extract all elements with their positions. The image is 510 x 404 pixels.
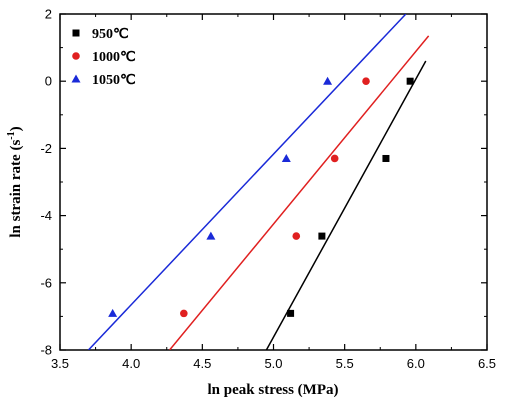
- y-tick-label: 2: [45, 7, 52, 22]
- data-point: [362, 77, 370, 85]
- y-tick-label: -6: [40, 275, 52, 290]
- x-axis-title: ln peak stress (MPa): [208, 382, 339, 398]
- data-point: [292, 232, 301, 240]
- fit-lines: [87, 14, 430, 350]
- legend-marker: [72, 29, 80, 37]
- data-point: [323, 76, 333, 85]
- x-tick-label: 4.0: [122, 356, 140, 371]
- data-point: [108, 308, 118, 317]
- data-point: [287, 309, 295, 317]
- y-axis-title-close: ): [8, 126, 24, 131]
- x-tick-label: 5.0: [264, 356, 282, 371]
- legend-marker: [72, 52, 80, 60]
- x-tick-label: 6.0: [407, 356, 425, 371]
- y-tick-label: -8: [40, 343, 52, 358]
- legend-label: 950℃: [92, 27, 129, 42]
- legend: 950℃ 1000℃ 1050℃: [71, 27, 136, 88]
- x-tick-label: 3.5: [51, 356, 69, 371]
- tick-labels: 3.5 4.0 4.5 5.0 5.5 6.0 6.5 -8 -6 -4 -2 0 2: [40, 7, 496, 372]
- y-tick-label: -4: [40, 208, 52, 223]
- y-tick-label: 0: [45, 74, 52, 89]
- fit-line: [265, 60, 427, 350]
- x-tick-label: 6.5: [478, 356, 496, 371]
- data-point: [180, 309, 188, 318]
- legend-label: 1000℃: [92, 50, 136, 65]
- data-point: [382, 154, 390, 162]
- y-axis-title: ln strain rate (s-1): [6, 126, 24, 237]
- data-point: [206, 231, 216, 240]
- x-tick-label: 5.5: [336, 356, 354, 371]
- fit-line: [87, 14, 407, 350]
- data-point: [330, 154, 339, 163]
- data-point: [406, 77, 414, 85]
- x-tick-label: 4.5: [193, 356, 211, 371]
- legend-marker: [71, 74, 81, 83]
- fit-line: [169, 35, 430, 350]
- data-points: [108, 76, 414, 318]
- legend-label: 1050℃: [92, 73, 136, 88]
- y-axis-title-superscript: -1: [6, 131, 17, 139]
- y-tick-label: -2: [40, 141, 52, 156]
- data-point: [281, 153, 291, 162]
- axis-ticks: [59, 13, 488, 351]
- data-point: [318, 232, 326, 240]
